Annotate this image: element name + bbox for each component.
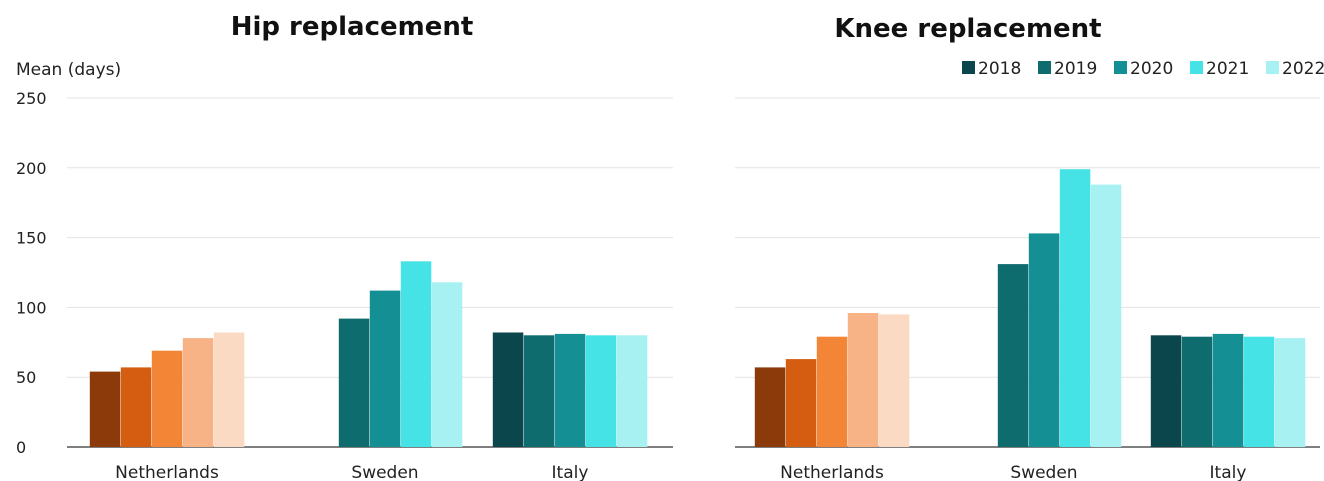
hip-chart-title: Hip replacement: [231, 12, 474, 42]
bar-sweden-2019: [338, 318, 370, 447]
bar-italy-2021: [1243, 336, 1275, 447]
bar-sweden-2020: [369, 290, 401, 447]
legend-label-2022: 2022: [1282, 59, 1324, 79]
x-category-label: Netherlands: [780, 463, 884, 481]
legend-label-2020: 2020: [1130, 59, 1173, 79]
bar-sweden-2022: [1090, 184, 1122, 447]
legend-label-2018: 2018: [978, 59, 1021, 79]
bar-netherlands-2018: [89, 371, 121, 447]
bar-italy-2019: [523, 335, 555, 447]
bar-netherlands-2018: [754, 367, 786, 447]
legend-swatch-2019: [1038, 61, 1051, 74]
legend-swatch-2022: [1266, 61, 1279, 74]
bar-sweden-2019: [997, 264, 1029, 447]
y-axis-label: Mean (days): [16, 60, 121, 80]
bar-netherlands-2020: [816, 336, 848, 447]
bar-italy-2018: [1150, 335, 1182, 447]
x-category-label: Netherlands: [115, 463, 219, 481]
legend: 2018 2019 2020 2021 2022: [962, 59, 1324, 79]
legend-label-2019: 2019: [1054, 59, 1097, 79]
knee-chart-title: Knee replacement: [834, 14, 1101, 44]
bar-italy-2020: [1212, 333, 1244, 447]
bar-netherlands-2020: [151, 350, 183, 447]
bar-netherlands-2019: [785, 359, 817, 447]
y-tick-label: 0: [16, 438, 26, 457]
bar-sweden-2021: [400, 261, 432, 447]
x-category-label: Italy: [552, 463, 589, 481]
y-tick-label: 150: [16, 229, 47, 248]
bar-italy-2020: [554, 333, 586, 447]
bar-netherlands-2021: [847, 313, 879, 447]
y-tick-label: 50: [16, 368, 36, 387]
bar-sweden-2020: [1028, 233, 1060, 447]
bar-netherlands-2022: [878, 314, 910, 447]
chart-panel-1: Netherlands Sweden Italy: [735, 97, 1320, 481]
bar-netherlands-2019: [120, 367, 152, 447]
legend-swatch-2021: [1190, 61, 1203, 74]
bar-italy-2022: [616, 335, 648, 447]
x-category-label: Sweden: [351, 463, 418, 481]
y-tick-label: 100: [16, 298, 47, 317]
y-tick-label: 250: [16, 89, 47, 108]
x-category-label: Italy: [1210, 463, 1247, 481]
bar-netherlands-2021: [182, 338, 214, 447]
bar-italy-2021: [585, 335, 617, 447]
bar-sweden-2021: [1059, 169, 1091, 447]
bar-italy-2022: [1274, 338, 1306, 447]
legend-label-2021: 2021: [1206, 59, 1249, 79]
bar-netherlands-2022: [213, 332, 245, 447]
legend-swatch-2020: [1114, 61, 1127, 74]
chart-panel-0: 0 50 100 150 200 250 Netherlands Sweden Italy: [16, 89, 673, 481]
y-tick-label: 200: [16, 159, 47, 178]
legend-swatch-2018: [962, 61, 975, 74]
bar-italy-2019: [1181, 336, 1213, 447]
bar-sweden-2022: [431, 282, 463, 447]
bar-italy-2018: [492, 332, 524, 447]
x-category-label: Sweden: [1010, 463, 1077, 481]
